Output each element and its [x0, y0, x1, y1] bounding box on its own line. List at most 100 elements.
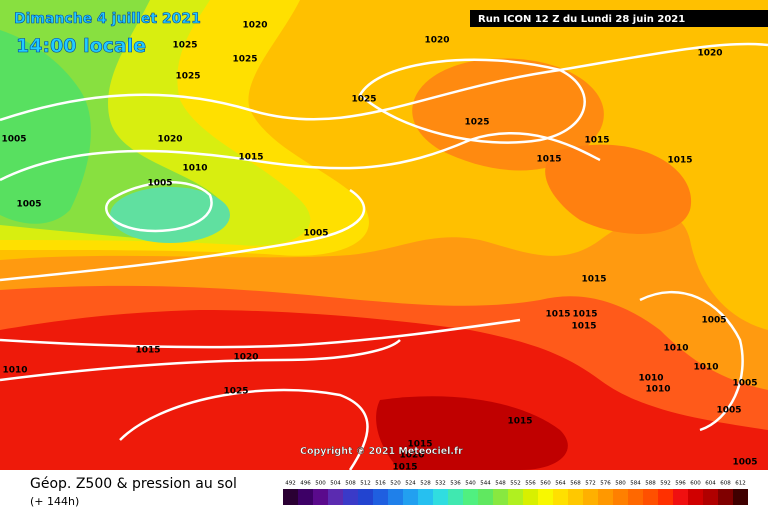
zone	[0, 30, 91, 224]
legend-swatch	[643, 489, 658, 505]
legend-label: 592	[660, 481, 671, 487]
legend-swatch	[553, 489, 568, 505]
isobar-label: 1005	[1, 135, 26, 145]
isobar-label: 1015	[545, 310, 570, 320]
legend-label: 508	[345, 481, 356, 487]
isobar-label: 1025	[175, 72, 200, 82]
isobar-label: 1010	[663, 344, 688, 354]
isobar-label: 1005	[732, 379, 757, 389]
legend-label: 536	[450, 481, 461, 487]
legend-swatch	[463, 489, 478, 505]
isobar-label: 1010	[638, 374, 663, 384]
legend-swatch	[628, 489, 643, 505]
legend-label: 568	[570, 481, 581, 487]
isobar-label: 1005	[147, 179, 172, 189]
isobar-line	[0, 318, 521, 349]
run-box	[470, 10, 768, 27]
legend-swatch	[418, 489, 433, 505]
legend-label: 552	[510, 481, 521, 487]
legend-label: 492	[285, 481, 296, 487]
isobar-label: 1020	[697, 49, 722, 59]
legend-label: 608	[720, 481, 731, 487]
legend-label: 576	[600, 481, 611, 487]
isobar-label: 1005	[303, 229, 328, 239]
isobar-line	[0, 42, 768, 122]
isobar-label: 1020	[424, 36, 449, 46]
isobar-label: 1015	[392, 463, 417, 473]
legend-label: 612	[735, 481, 746, 487]
legend-label: 524	[405, 481, 416, 487]
isobar-line	[119, 388, 369, 471]
legend-label: 504	[330, 481, 341, 487]
legend-swatch	[403, 489, 418, 505]
legend-label: 604	[705, 481, 716, 487]
zone	[110, 187, 230, 243]
legend-label: 528	[420, 481, 431, 487]
footer-lead: (+ 144h)	[30, 495, 79, 508]
legend-label: 544	[480, 481, 491, 487]
legend-swatch	[508, 489, 523, 505]
isobar-label: 1020	[157, 135, 182, 145]
zone	[545, 144, 692, 234]
isobar-label: 1020	[233, 353, 258, 363]
legend-swatch	[538, 489, 553, 505]
legend-swatch	[703, 489, 718, 505]
legend-label: 500	[315, 481, 326, 487]
legend-swatch	[298, 489, 313, 505]
isobar-label: 1015	[507, 417, 532, 427]
isobar-line	[358, 58, 586, 144]
isobar-label: 1010	[182, 164, 207, 174]
isobar-label: 1025	[223, 387, 248, 397]
isobar-label: 1025	[464, 118, 489, 128]
legend-swatch	[718, 489, 733, 505]
legend-swatch	[283, 489, 298, 505]
isobar-label: 1010	[693, 363, 718, 373]
legend-swatch	[613, 489, 628, 505]
legend-label: 556	[525, 481, 536, 487]
legend-swatch	[673, 489, 688, 505]
time: 14:00 locale	[16, 35, 146, 57]
isobar-label: 1015	[536, 155, 561, 165]
legend-swatch	[358, 489, 373, 505]
legend-label: 572	[585, 481, 596, 487]
zone	[412, 58, 604, 171]
isobar-label: 1025	[351, 95, 376, 105]
isobar-label: 1010	[645, 385, 670, 395]
isobar-label: 1020	[242, 21, 267, 31]
isobar-label: 1005	[732, 458, 757, 468]
isobar-labels: 1020 1025 1025 1025 1020 1020 1005 1020 1010 1015…	[1, 21, 757, 473]
legend-swatch	[448, 489, 463, 505]
isobar-label: 1015	[238, 153, 263, 163]
isobars	[0, 42, 768, 471]
legend-swatch	[583, 489, 598, 505]
legend-label: 580	[615, 481, 626, 487]
isobar-label: 1015	[571, 322, 596, 332]
legend-swatch	[328, 489, 343, 505]
copyright: Copyright © 2021 Meteociel.fr	[300, 446, 463, 457]
legend-label: 588	[645, 481, 656, 487]
legend-label: 532	[435, 481, 446, 487]
zone	[376, 396, 568, 470]
legend-label: 596	[675, 481, 686, 487]
isobar-label: 1020	[399, 451, 424, 461]
legend-label: 584	[630, 481, 641, 487]
legend-swatch	[478, 489, 493, 505]
legend-label: 520	[390, 481, 401, 487]
legend-swatch	[733, 489, 748, 505]
legend-swatch	[493, 489, 508, 505]
isobar-label: 1005	[716, 406, 741, 416]
legend-label: 564	[555, 481, 566, 487]
isobar-label: 1015	[667, 156, 692, 166]
isobar-label: 1015	[135, 346, 160, 356]
footer-title: Géop. Z500 & pression au sol	[30, 476, 237, 492]
date: Dimanche 4 juillet 2021	[14, 11, 201, 27]
isobar-label: 1010	[2, 366, 27, 376]
legend-swatch	[373, 489, 388, 505]
legend-label: 516	[375, 481, 386, 487]
legend-label: 512	[360, 481, 371, 487]
isobar-label: 1015	[407, 440, 432, 450]
isobar-label: 1005	[16, 200, 41, 210]
isobar-label: 1015	[572, 310, 597, 320]
isobar-line	[0, 132, 601, 182]
